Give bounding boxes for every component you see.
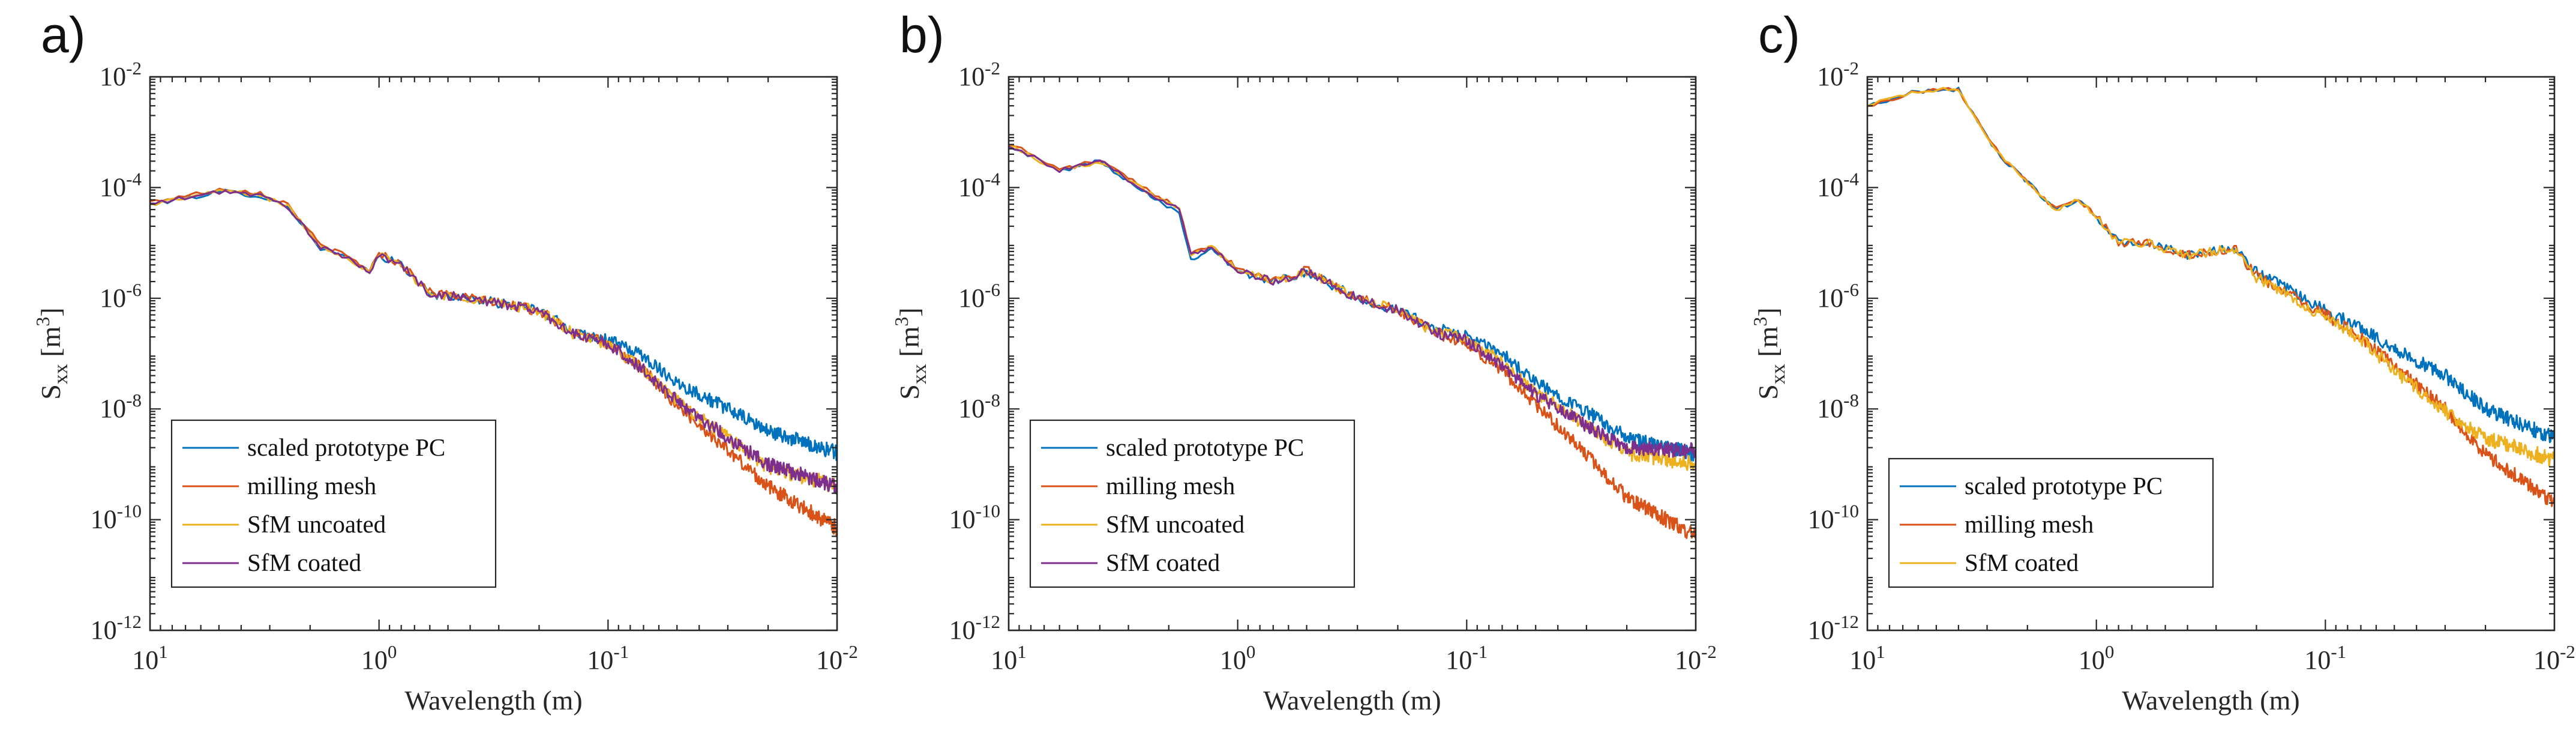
series-line-4: [1009, 145, 1696, 459]
x-tick-label: 10-1: [1446, 641, 1488, 675]
series-line-2: [1009, 143, 1696, 539]
x-tick-label: 100: [361, 641, 397, 675]
x-axis-title: Wavelength (m): [2122, 685, 2299, 716]
plot-frame: [1866, 76, 2556, 632]
legend-label-3: SfM uncoated: [1106, 510, 1244, 538]
x-tick-label: 101: [991, 641, 1027, 675]
y-axis-title: Sxx [m3]: [1749, 307, 1789, 400]
legend: scaled prototype PC milling mesh SfM uncoa…: [170, 419, 497, 588]
x-tick-label: 100: [1220, 641, 1256, 675]
y-tick-label: 10-8: [1817, 390, 1859, 423]
y-axis-title: Sxx [m3]: [890, 307, 931, 400]
legend-label-2: milling mesh: [1965, 510, 2094, 538]
legend-label-3: SfM uncoated: [247, 510, 386, 538]
x-tick-label: 10-2: [816, 641, 858, 675]
spectrum-chart-a: 101 100 10-1 10-2 10-12 10-10 10-8 10-6 10-4 10-2…: [32, 58, 858, 716]
y-tick-label: 10-2: [958, 58, 1000, 91]
panel-label: c): [1758, 7, 1800, 63]
y-tick-label: 10-12: [91, 611, 142, 645]
legend-box: [1888, 457, 2214, 588]
panel-label: a): [41, 7, 86, 63]
y-tick-label: 10-6: [958, 279, 1000, 313]
legend-label-2: milling mesh: [247, 472, 376, 499]
y-tick-label: 10-12: [949, 611, 1000, 645]
x-tick-label: 10-1: [2304, 641, 2346, 675]
x-tick-label: 10-1: [587, 641, 629, 675]
legend-label-1: scaled prototype PC: [1106, 433, 1304, 461]
x-tick-label: 10-2: [2533, 641, 2575, 675]
y-tick-label: 10-10: [949, 501, 1000, 534]
y-axis-title: Sxx [m3]: [32, 307, 72, 400]
series-line-1: [1867, 86, 2554, 444]
legend-label-2: milling mesh: [1106, 472, 1235, 499]
x-tick-label: 101: [132, 641, 168, 675]
y-tick-label: 10-8: [958, 390, 1000, 423]
y-tick-label: 10-6: [100, 279, 142, 313]
legend-label-3: SfM coated: [1965, 549, 2079, 576]
y-tick-label: 10-10: [1808, 501, 1859, 534]
y-tick-label: 10-4: [1817, 168, 1859, 202]
x-axis-title: Wavelength (m): [404, 685, 582, 716]
panel-b: b) 101 100 10-1 10-2 10-12 10-10 10-8 10-6 10-4 1…: [859, 0, 1717, 739]
y-tick-label: 10-12: [1808, 611, 1859, 645]
y-tick-label: 10-2: [1817, 58, 1859, 91]
series-group: [150, 187, 837, 537]
panel-label: b): [899, 7, 944, 63]
x-tick-label: 100: [2079, 641, 2115, 675]
panel-a: a) 101 100 10-1 10-2 10-12 10-10 10-8 10-6 10-4 1…: [0, 0, 859, 739]
spectrum-chart-b: 101 100 10-1 10-2 10-12 10-10 10-8 10-6 10-4 10-2…: [890, 58, 1717, 716]
panel-c: c) 101 100 10-1 10-2 10-12 10-10 10-8 10-6 10-4 1…: [1717, 0, 2576, 739]
series-group: [1009, 143, 1696, 539]
y-tick-label: 10-4: [958, 168, 1000, 202]
y-tick-label: 10-2: [100, 58, 142, 91]
y-tick-label: 10-4: [100, 168, 142, 202]
legend-label-4: SfM coated: [247, 549, 361, 576]
series-line-2: [1867, 87, 2554, 507]
series-group: [1867, 86, 2554, 507]
x-tick-label: 10-2: [1675, 641, 1717, 675]
legend: scaled prototype PC milling mesh SfM coate…: [1888, 457, 2214, 588]
legend-label-1: scaled prototype PC: [247, 433, 445, 461]
plot-frame: [149, 76, 838, 632]
series-line-1: [1009, 145, 1696, 462]
legend: scaled prototype PC milling mesh SfM uncoa…: [1029, 419, 1356, 588]
series-line-4: [150, 189, 837, 495]
x-axis-title: Wavelength (m): [1263, 685, 1441, 716]
y-tick-label: 10-6: [1817, 279, 1859, 313]
legend-label-4: SfM coated: [1106, 549, 1220, 576]
spectrum-chart-c: 101 100 10-1 10-2 10-12 10-10 10-8 10-6 10-4 10-2…: [1749, 58, 2575, 716]
y-tick-label: 10-10: [91, 501, 142, 534]
plot-frame: [1007, 76, 1697, 632]
series-line-3: [1867, 86, 2554, 467]
legend-label-1: scaled prototype PC: [1965, 472, 2163, 499]
x-tick-label: 101: [1849, 641, 1885, 675]
y-tick-label: 10-8: [100, 390, 142, 423]
